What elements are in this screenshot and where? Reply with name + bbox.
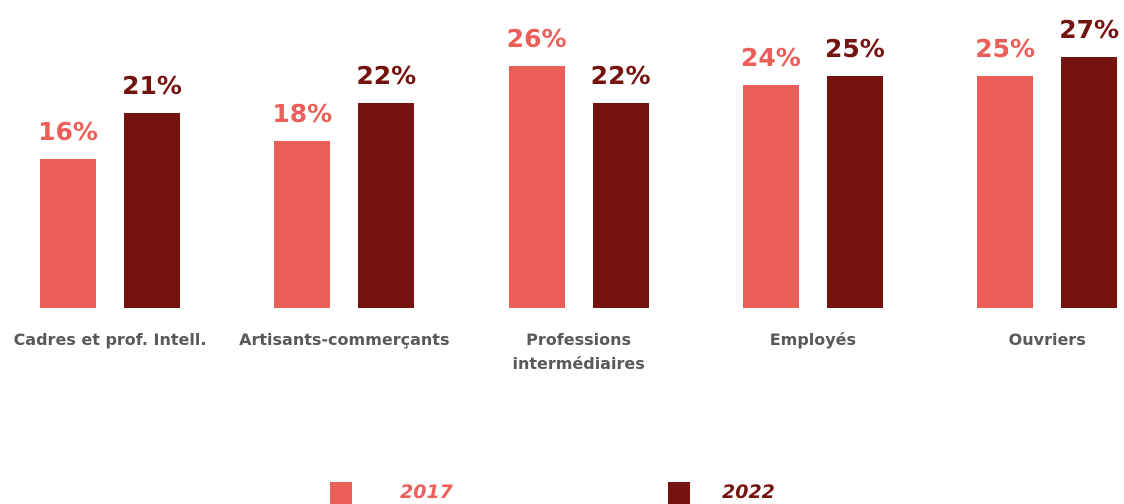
bar [124, 112, 180, 308]
value-label: 16% [38, 117, 98, 147]
legend-swatch [330, 482, 352, 504]
value-label: 22% [356, 61, 417, 91]
bar [1061, 57, 1118, 308]
legend-label: 2017 [400, 481, 453, 503]
value-label: 18% [272, 98, 333, 128]
value-label: 24% [740, 42, 801, 72]
bar [826, 75, 883, 308]
value-label: 25% [824, 33, 885, 63]
x-tick-label: Professions intermédiaires [512, 330, 645, 373]
x-tick-label: Employés [769, 330, 857, 349]
value-label: 25% [975, 33, 1036, 63]
bar [592, 103, 649, 308]
x-tick-label: Artisants-commerçants [239, 330, 450, 349]
bar [40, 159, 96, 308]
bar [742, 84, 799, 308]
x-tick-label: Ouvriers [1008, 330, 1086, 349]
value-label: 22% [590, 61, 651, 91]
bar [358, 103, 415, 308]
legend-swatch [668, 482, 690, 504]
value-label: 21% [122, 70, 182, 100]
value-label: 27% [1059, 15, 1120, 44]
legend-label: 2022 [722, 481, 775, 503]
bar [274, 140, 331, 308]
bar [508, 66, 565, 308]
x-tick-label: Cadres et prof. Intell. [13, 330, 207, 349]
value-label: 26% [506, 24, 567, 54]
bar [977, 75, 1034, 308]
